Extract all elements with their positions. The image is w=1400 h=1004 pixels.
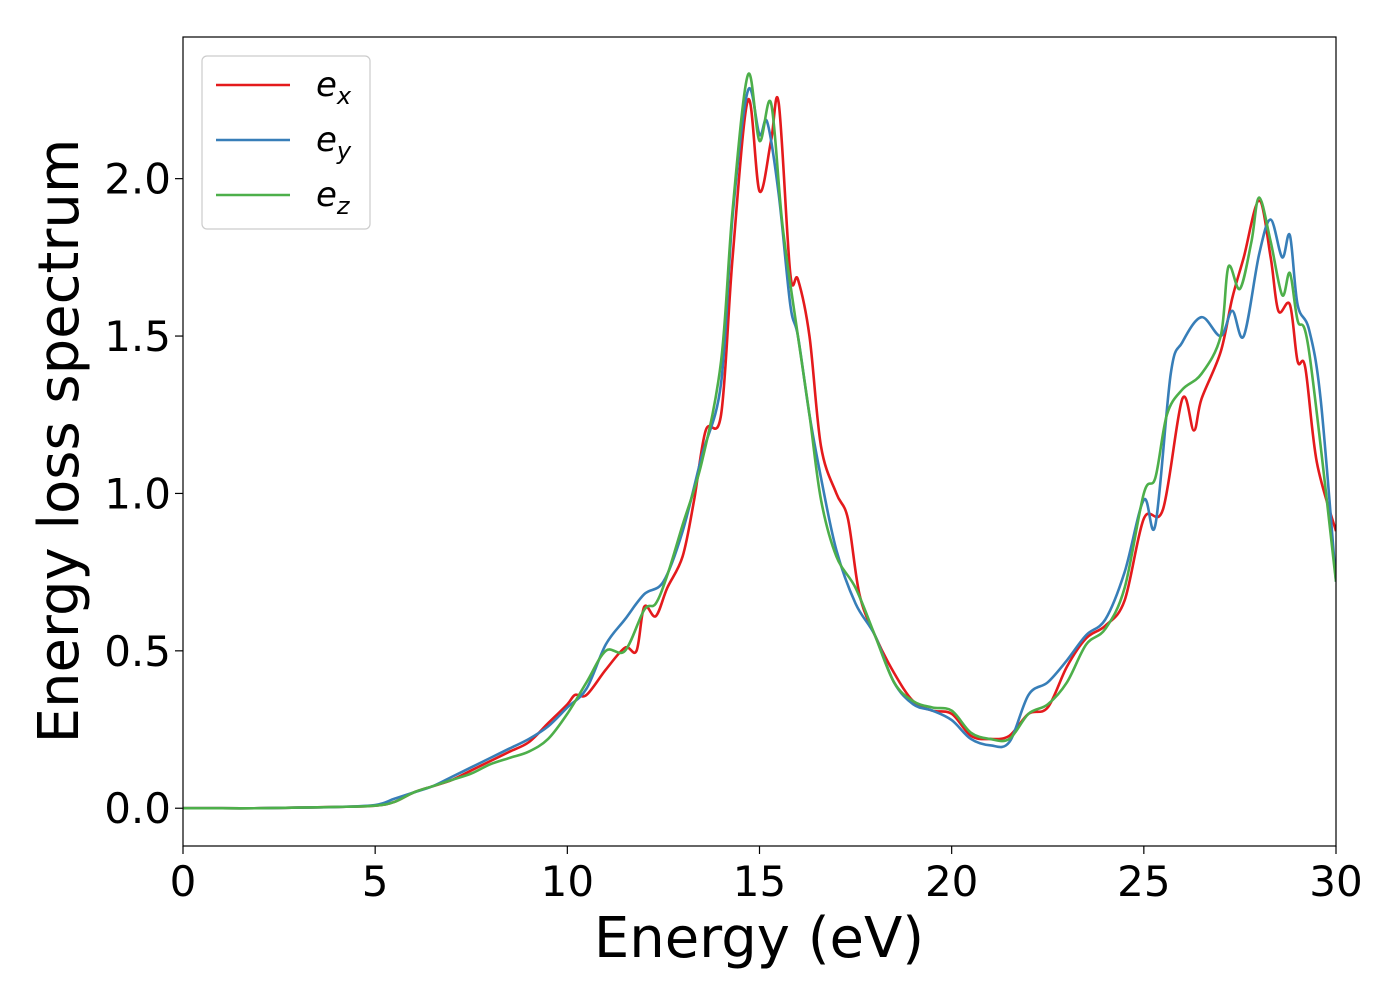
x-tick-label: 25 <box>1117 857 1170 906</box>
y-tick-label: 0.0 <box>104 784 171 833</box>
y-axis-ticks: 0.0 0.5 1.0 1.5 2.0 <box>104 155 183 833</box>
series-line-y <box>183 86 1336 810</box>
series-line-z <box>183 72 1336 810</box>
y-axis-label: Energy loss spectrum <box>27 139 92 744</box>
series-layer <box>183 72 1336 810</box>
y-tick-label: 1.5 <box>104 312 171 361</box>
x-tick-label: 0 <box>170 857 197 906</box>
x-tick-label: 15 <box>733 857 786 906</box>
x-tick-label: 20 <box>925 857 978 906</box>
y-tick-label: 0.5 <box>104 627 171 676</box>
legend-box <box>201 55 371 230</box>
x-tick-label: 10 <box>541 857 594 906</box>
x-tick-label: 5 <box>362 857 389 906</box>
y-tick-label: 1.0 <box>104 469 171 518</box>
x-tick-label: 30 <box>1309 857 1362 906</box>
x-axis-label: Energy (eV) <box>594 906 924 971</box>
x-axis-ticks: 0 5 10 15 20 25 30 <box>170 846 1363 906</box>
plot-area <box>183 37 1336 846</box>
y-tick-label: 2.0 <box>104 155 171 204</box>
series-line-x <box>183 95 1336 810</box>
